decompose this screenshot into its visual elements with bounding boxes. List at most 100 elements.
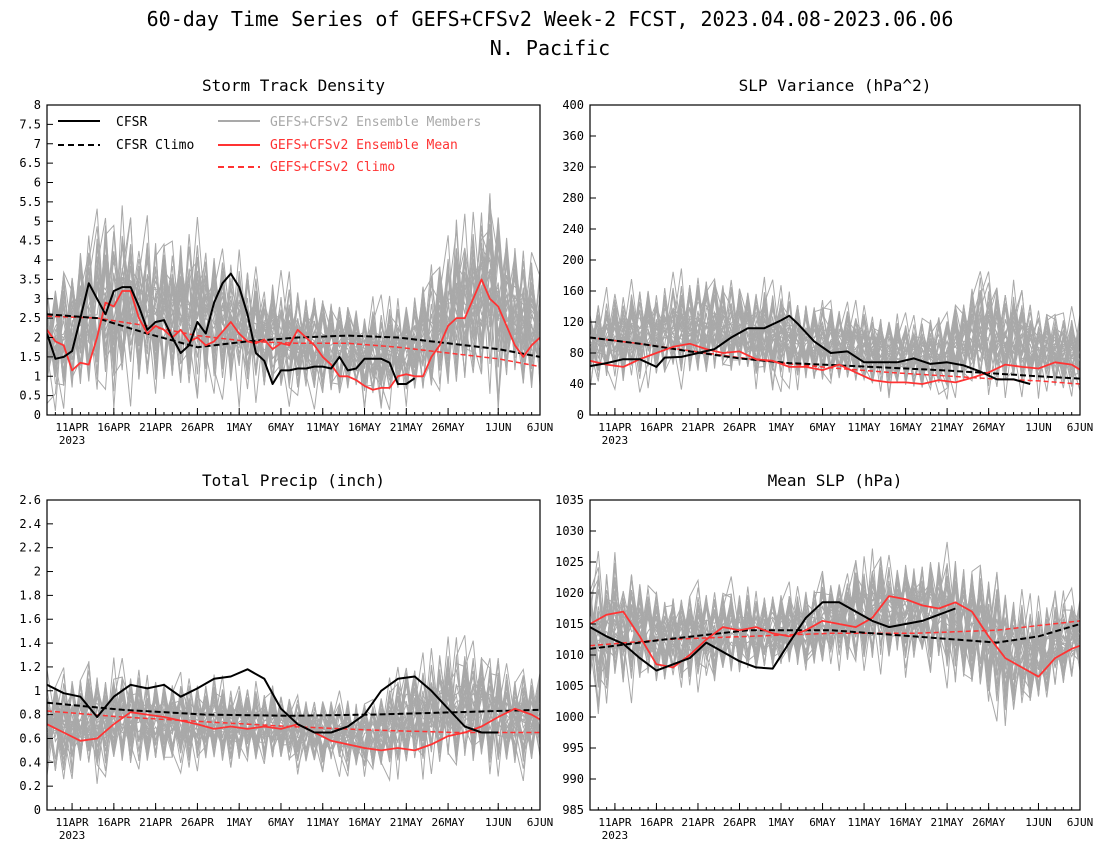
figure-subtitle: N. Pacific: [490, 36, 610, 60]
x-tick-label: 1MAY: [226, 421, 253, 434]
x-tick-label: 1JUN: [485, 421, 512, 434]
legend-label-gefs-climo: GEFS+CFSv2 Climo: [270, 160, 395, 175]
y-tick-label: 2.6: [19, 493, 41, 507]
y-tick-label: 4.5: [19, 234, 41, 248]
y-tick-label: 2.4: [19, 517, 41, 531]
x-tick-label: 16MAY: [348, 421, 381, 434]
panel-title: Storm Track Density: [202, 76, 385, 95]
y-tick-label: 0.6: [19, 731, 41, 745]
x-tick-label: 6MAY: [809, 816, 836, 829]
x-tick-label: 11APR: [56, 816, 89, 829]
series-line-gefs-cfsv2-ensemble-mean: [47, 707, 540, 752]
x-tick-label: 16MAY: [348, 816, 381, 829]
x-tick-label: 21APR: [139, 421, 172, 434]
y-tick-label: 1025: [555, 555, 584, 569]
panel-total-precip: Total Precip (inch) 0 0.2 0.4 0.6 0.8 1 1.2 1.4 1…: [19, 471, 553, 842]
series-group: [590, 314, 1080, 385]
x-tick-label: 16MAY: [889, 816, 922, 829]
y-tick-label: 40: [570, 377, 584, 391]
ensemble-member-line: [590, 294, 1080, 394]
y-tick-label: 400: [562, 98, 584, 112]
y-tick-label: 7.5: [19, 117, 41, 131]
x-tick-label: 1MAY: [226, 816, 253, 829]
y-tick-label: 1015: [555, 617, 584, 631]
ensemble-member-line: [590, 556, 1080, 689]
x-tick-label: 16APR: [640, 816, 673, 829]
x-tick-label: 11APR: [56, 421, 89, 434]
series-group: [590, 595, 1080, 678]
ensemble-member-line: [47, 669, 540, 768]
legend-label-cfsr-climo: CFSR Climo: [116, 138, 194, 153]
x-tick-label: 21MAY: [390, 421, 423, 434]
y-tick-label: 1035: [555, 493, 584, 507]
y-tick-label: 6: [34, 176, 41, 190]
figure-title: 60-day Time Series of GEFS+CFSv2 Week-2 …: [147, 7, 954, 31]
y-tick-label: 3.5: [19, 272, 41, 286]
ensemble-members: [47, 193, 540, 411]
y-tick-label: 7: [34, 137, 41, 151]
x-tick-label: 6JUN: [1067, 816, 1094, 829]
y-tick-label: 5.5: [19, 195, 41, 209]
x-tick-label: 21APR: [681, 816, 714, 829]
x-tick-label: 1MAY: [768, 421, 795, 434]
x-tick-label: 21APR: [139, 816, 172, 829]
y-tick-label: 6.5: [19, 156, 41, 170]
y-tick-label: 0: [34, 408, 41, 422]
y-tick-label: 995: [562, 741, 584, 755]
x-tick-label: 16APR: [97, 421, 130, 434]
ensemble-member-line: [590, 572, 1080, 690]
y-tick-label: 8: [34, 98, 41, 112]
ensemble-member-line: [590, 271, 1080, 392]
series-line-cfsr: [590, 601, 956, 672]
x-tick-label: 11MAY: [848, 816, 881, 829]
y-tick-label: 990: [562, 772, 584, 786]
y-tick-label: 985: [562, 803, 584, 817]
x-tick-label: 21MAY: [931, 816, 964, 829]
y-tick-label: 240: [562, 222, 584, 236]
ensemble-member-line: [47, 248, 540, 390]
x-tick-label: 11APR: [598, 816, 631, 829]
x-tick-label: 21MAY: [931, 421, 964, 434]
x-tick-label: 26MAY: [432, 816, 465, 829]
series-group: [47, 668, 540, 752]
y-tick-label: 1: [34, 369, 41, 383]
x-tick-label: 21APR: [681, 421, 714, 434]
series-line-cfsr: [47, 272, 416, 385]
legend-label-ens-mean: GEFS+CFSv2 Ensemble Mean: [270, 138, 458, 153]
x-tick-label: 26MAY: [972, 816, 1005, 829]
x-tick-label: 1JUN: [1025, 421, 1052, 434]
x-tick-label: 26APR: [723, 816, 756, 829]
series-line-cfsr: [590, 314, 1031, 385]
ensemble-member-line: [47, 640, 540, 775]
series-line-gefs-cfsv2-ensemble-mean: [590, 342, 1080, 385]
series-line-cfsr: [47, 668, 499, 734]
y-tick-label: 2.5: [19, 311, 41, 325]
series-line-cfsr-climo: [590, 623, 1080, 650]
panel-mean-slp: Mean SLP (hPa) 985 990 995 1000 1005 1010 1015 1…: [555, 471, 1094, 842]
x-tick-label: 16APR: [97, 816, 130, 829]
ensemble-members: [590, 541, 1080, 727]
ensemble-member-line: [590, 288, 1080, 384]
x-tick-label: 26MAY: [432, 421, 465, 434]
series-line-cfsr-climo: [590, 336, 1080, 380]
x-tick-label: 6MAY: [268, 816, 295, 829]
series-line-gefs-cfsv2-ensemble-mean: [47, 278, 540, 391]
x-year-label: 2023: [602, 829, 629, 842]
x-tick-label: 11MAY: [306, 816, 339, 829]
x-tick-label: 1MAY: [768, 816, 795, 829]
panel-storm-track-density: Storm Track Density 0 0.5 1 1.5 2 2.5 3 3.5 4 4.5 5…: [19, 76, 553, 447]
plot-frame: [46, 499, 541, 811]
ensemble-member-line: [590, 572, 1080, 697]
y-tick-label: 0.4: [19, 755, 41, 769]
y-tick-label: 1000: [555, 710, 584, 724]
legend-label-cfsr: CFSR: [116, 115, 147, 130]
series-line-gefs-cfsv2-climo: [47, 315, 540, 368]
x-tick-label: 21MAY: [390, 816, 423, 829]
panel-title: Mean SLP (hPa): [768, 471, 903, 490]
y-tick-label: 0.5: [19, 389, 41, 403]
y-tick-label: 200: [562, 253, 584, 267]
legend: CFSR CFSR Climo GEFS+CFSv2 Ensemble Memb…: [58, 115, 481, 175]
y-tick-label: 0.2: [19, 779, 41, 793]
y-tick-label: 1005: [555, 679, 584, 693]
